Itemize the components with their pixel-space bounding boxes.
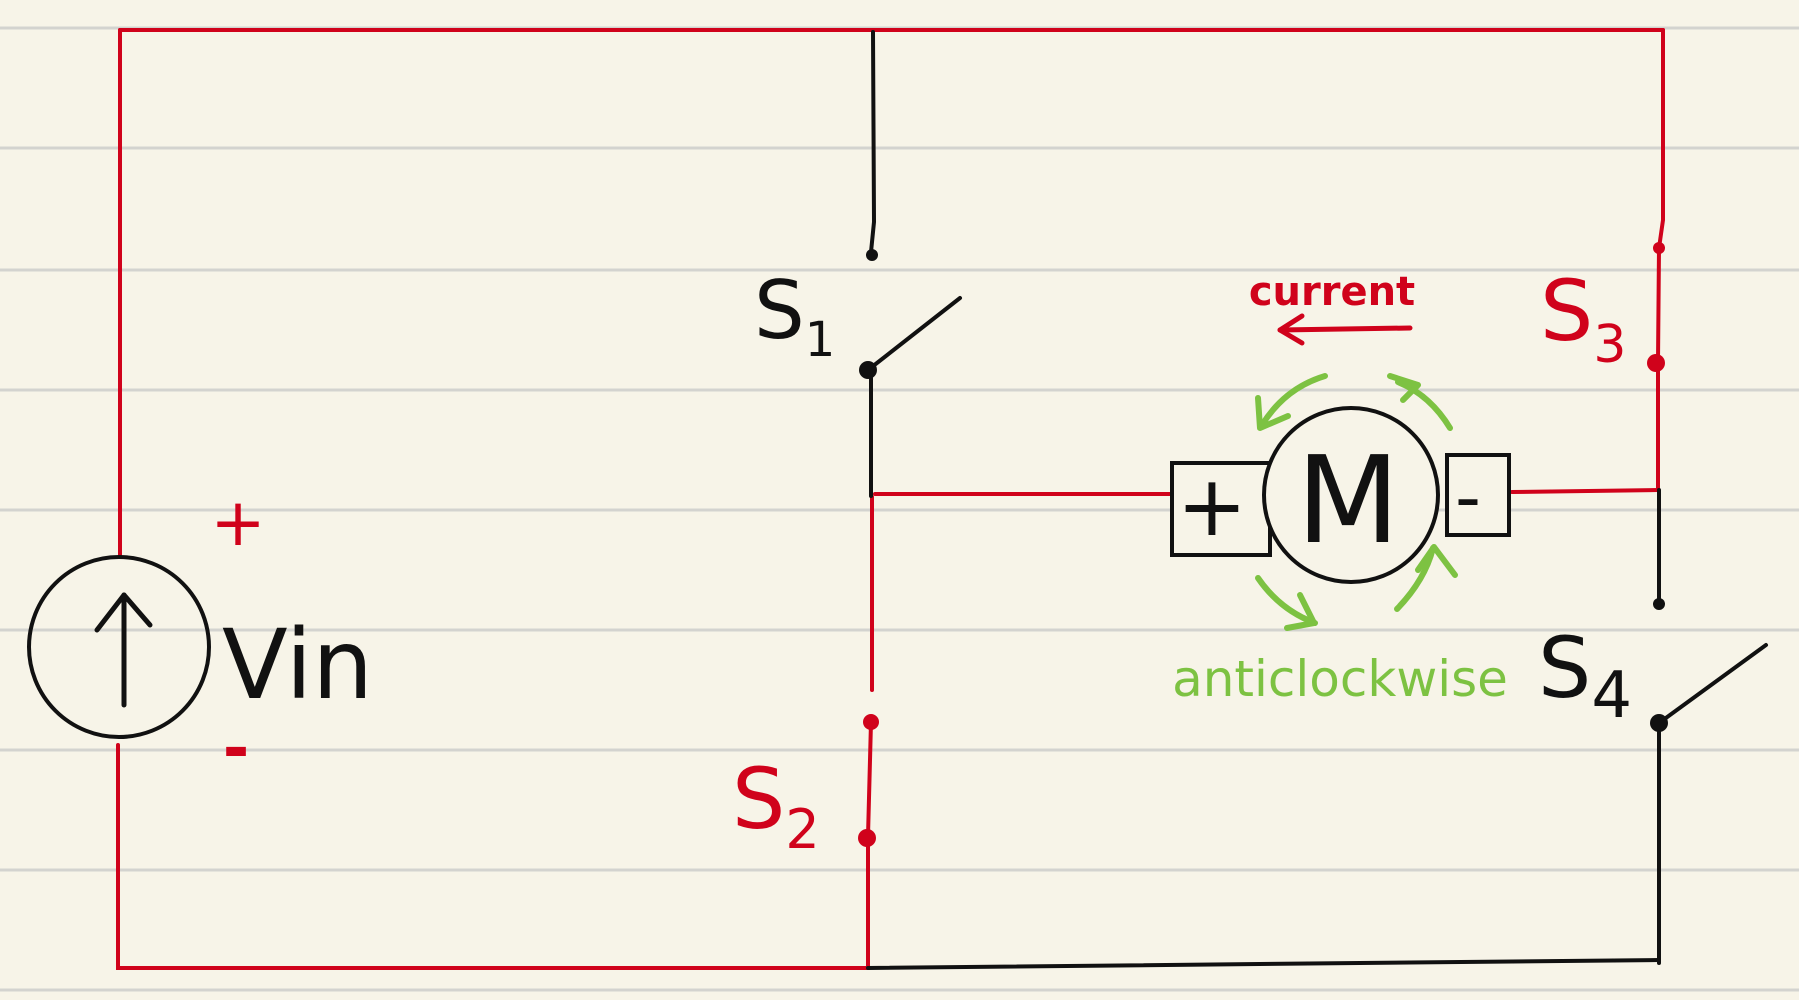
s4-pivot-contact — [1650, 714, 1668, 732]
s4-open-blade — [1657, 643, 1768, 725]
s3-letter: S — [1540, 262, 1593, 360]
rotation-arrow-top-left — [1259, 373, 1328, 428]
s4-subscript: 4 — [1591, 659, 1632, 733]
motor-circle — [1262, 406, 1440, 584]
current-source-arrow-up-icon — [94, 592, 153, 708]
current-source-circle — [27, 555, 211, 739]
bottom-rail-right-wire — [866, 958, 1661, 970]
motor-letter: M — [1296, 432, 1400, 571]
s2-label: S2 — [732, 750, 820, 861]
paper-rules — [0, 26, 1799, 992]
current-direction-arrow-icon — [1277, 313, 1413, 346]
current-label: current — [1249, 269, 1415, 315]
current-source — [27, 555, 211, 739]
motor: M + - — [1170, 406, 1511, 584]
s2-closed-segment — [866, 720, 873, 838]
node-to-motor-minus-wire — [1510, 488, 1660, 494]
s4-label: S4 — [1538, 619, 1632, 733]
s2-top-contact — [863, 714, 879, 730]
rotation-direction-label: anticlockwise — [1172, 650, 1508, 708]
rotation-arrow-top-right — [1395, 379, 1453, 431]
s2-pivot-contact — [858, 829, 876, 847]
s1-open-blade — [866, 296, 962, 372]
s2-subscript: 2 — [785, 798, 819, 861]
switch-contacts — [858, 242, 1668, 847]
top-to-s1-wire — [869, 30, 877, 254]
s3-top-contact — [1653, 242, 1665, 254]
s1-subscript: 1 — [805, 312, 836, 368]
motor-minus-terminal — [1445, 453, 1511, 537]
s1-pivot-contact — [859, 361, 877, 379]
s3-label: S3 — [1540, 262, 1626, 375]
s1-top-contact — [866, 249, 878, 261]
rotation-arrow-bottom-left — [1255, 575, 1318, 626]
motor-minus-sign: - — [1455, 455, 1481, 539]
s3-closed-segment — [1656, 246, 1661, 364]
s4-top-contact — [1653, 598, 1665, 610]
motor-plus-terminal — [1170, 461, 1272, 557]
s1-label: S1 — [754, 264, 835, 368]
inactive-branches — [866, 30, 1768, 970]
source-minus-sign: - — [223, 712, 250, 786]
right-rail-upper-wire — [1657, 28, 1665, 250]
source-plus-sign: + — [210, 484, 265, 561]
bottom-rail-left-wire — [116, 743, 870, 970]
s3-subscript: 3 — [1593, 315, 1626, 375]
source-label: Vin — [222, 609, 373, 721]
anticlockwise-rotation-arrows-icon — [1255, 373, 1458, 631]
s1-letter: S — [754, 264, 805, 357]
motor-plus-sign: + — [1177, 457, 1247, 555]
active-current-path — [116, 28, 1665, 970]
s2-letter: S — [732, 750, 785, 848]
s4-letter: S — [1538, 619, 1591, 717]
s3-pivot-contact — [1647, 354, 1665, 372]
